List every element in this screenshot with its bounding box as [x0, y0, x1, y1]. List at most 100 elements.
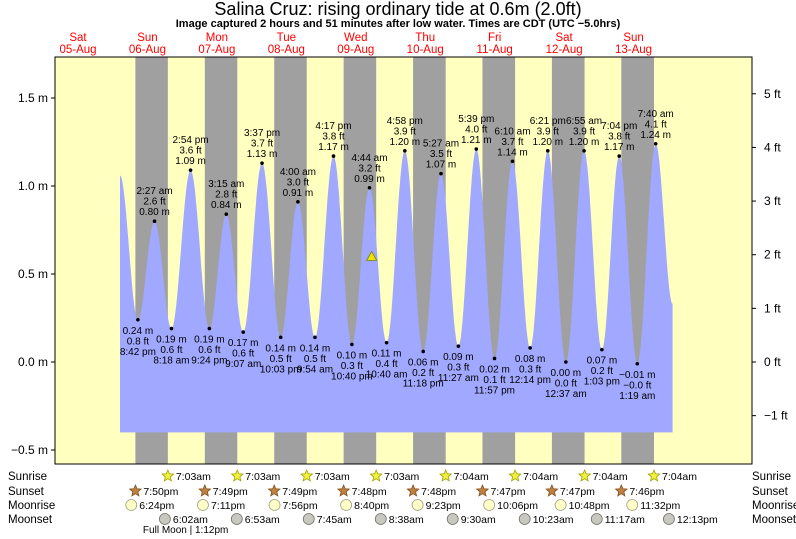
day-date: 12-Aug — [546, 44, 583, 56]
tide-area — [120, 143, 673, 433]
moonrise-time: 11:32pm — [640, 500, 680, 512]
moonset-time: 6:02am — [173, 514, 208, 526]
low-tide-point — [278, 335, 283, 340]
low-tide-point — [635, 361, 640, 366]
moonset-time: 9:30am — [461, 514, 496, 526]
moonset-icon — [663, 513, 675, 525]
sunset-time: 7:49pm — [282, 486, 317, 498]
moonrise-time: 10:48pm — [569, 500, 610, 512]
y-tick-label-m: 1.0 m — [18, 179, 48, 193]
moonset-time: 8:38am — [389, 514, 424, 526]
high-tide-point — [152, 219, 157, 223]
moonrise-icon — [268, 499, 281, 511]
sunset-time: 7:47pm — [490, 486, 525, 498]
sunrise-icon — [161, 468, 175, 482]
low-tide-point — [421, 349, 425, 354]
moonrise-time: 7:56pm — [283, 500, 318, 512]
low-tide-label: 0.3 ft — [341, 361, 363, 372]
high-tide-label: 3.9 ft — [537, 126, 559, 137]
sunset-time: 7:49pm — [213, 486, 248, 498]
sunrise-icon — [369, 468, 383, 482]
high-tide-label: 3:37 pm — [244, 128, 280, 139]
low-tide-label: 9:07 am — [225, 359, 261, 370]
low-tide-label: 0.0 ft — [555, 379, 577, 390]
low-tide-point — [169, 326, 174, 331]
sunrise-row-label-left: Sunrise — [8, 471, 47, 483]
low-tide-label: 9:24 pm — [191, 356, 227, 367]
low-tide-label: 0.5 ft — [270, 354, 292, 365]
sunset-time: 7:50pm — [143, 486, 178, 498]
low-tide-label: 0.02 m — [479, 364, 510, 375]
high-tide-label: 3.9 ft — [573, 126, 595, 137]
low-tide-label: 0.3 ft — [447, 363, 469, 374]
high-tide-label: 2:27 am — [136, 186, 172, 197]
sunrise-icon — [647, 468, 661, 482]
high-tide-label: 6:10 am — [494, 126, 530, 137]
full-moon-label: Full Moon | 1:12pm — [143, 525, 228, 536]
low-tide-point — [564, 360, 568, 364]
low-tide-label: −0.0 ft — [623, 380, 651, 391]
moonset-icon — [158, 513, 171, 525]
low-tide-label: 0.14 m — [265, 343, 296, 354]
low-tide-label: 0.2 ft — [412, 368, 434, 379]
moonset-row-label-right: Moonset — [752, 514, 796, 526]
high-tide-point — [367, 185, 372, 190]
moonrise-icon — [554, 499, 567, 511]
low-tide-label: 0.00 m — [551, 368, 582, 379]
moonrise-row-label-right: Moonrise — [752, 500, 796, 512]
low-tide-label: 0.1 ft — [483, 375, 505, 386]
low-tide-label: 0.24 m — [123, 326, 154, 337]
sunrise-time: 7:04am — [593, 471, 628, 483]
low-tide-label: 0.6 ft — [232, 349, 254, 360]
high-tide-point — [331, 154, 336, 158]
high-tide-label: 3.9 ft — [394, 126, 416, 137]
sunrise-icon — [439, 468, 453, 482]
sunset-icon — [545, 483, 559, 497]
y-tick-label-m: −0.5 m — [11, 443, 48, 457]
low-tide-label: 11:18 pm — [403, 378, 444, 389]
high-tide-point — [582, 149, 586, 153]
low-tide-point — [600, 347, 604, 352]
day-name: Fri — [488, 32, 501, 44]
day-date: 05-Aug — [59, 44, 96, 56]
day-date: 06-Aug — [129, 44, 166, 56]
low-tide-point — [313, 335, 317, 340]
day-date: 10-Aug — [407, 44, 444, 56]
sunrise-time: 7:03am — [315, 471, 350, 483]
moonset-time: 6:53am — [245, 514, 280, 526]
low-tide-label: 10:40 am — [366, 370, 408, 381]
sunset-icon — [614, 483, 628, 497]
moonrise-time: 10:06pm — [497, 500, 538, 512]
high-tide-label: 2.6 ft — [143, 197, 165, 208]
low-tide-point — [492, 356, 497, 361]
day-name: Sat — [69, 32, 87, 44]
sunset-row-label-right: Sunset — [752, 486, 789, 498]
plot-frame — [54, 56, 753, 465]
sunrise-time: 7:04am — [523, 471, 558, 483]
low-tide-label: 0.8 ft — [127, 336, 149, 347]
sunrise-icon — [299, 468, 314, 482]
high-tide-label: 1.20 m — [569, 137, 600, 148]
low-tide-label: 0.11 m — [372, 349, 402, 360]
sunset-icon — [336, 483, 351, 497]
moonset-time: 7:45am — [317, 514, 352, 526]
day-date: 08-Aug — [268, 44, 305, 56]
low-tide-label: 11:57 pm — [474, 385, 515, 396]
high-tide-label: 3.7 ft — [251, 139, 273, 150]
moonrise-row-label-left: Moonrise — [8, 500, 55, 512]
high-tide-point — [474, 147, 479, 151]
day-date: 11-Aug — [477, 44, 513, 56]
sunrise-icon — [230, 468, 244, 482]
y-tick-label-ft: 4 ft — [764, 140, 781, 154]
high-tide-label: 1.17 m — [604, 142, 635, 153]
low-tide-point — [136, 317, 140, 322]
y-tick-label-ft: 3 ft — [764, 194, 781, 208]
high-tide-label: 2:54 pm — [172, 135, 208, 146]
high-tide-label: 0.84 m — [211, 200, 242, 211]
moonset-row-label-left: Moonset — [8, 514, 53, 526]
high-tide-label: 3.8 ft — [608, 132, 630, 143]
low-tide-label: 12:14 pm — [509, 375, 551, 386]
high-tide-label: 5:39 pm — [458, 114, 494, 125]
sunset-icon — [128, 483, 143, 497]
